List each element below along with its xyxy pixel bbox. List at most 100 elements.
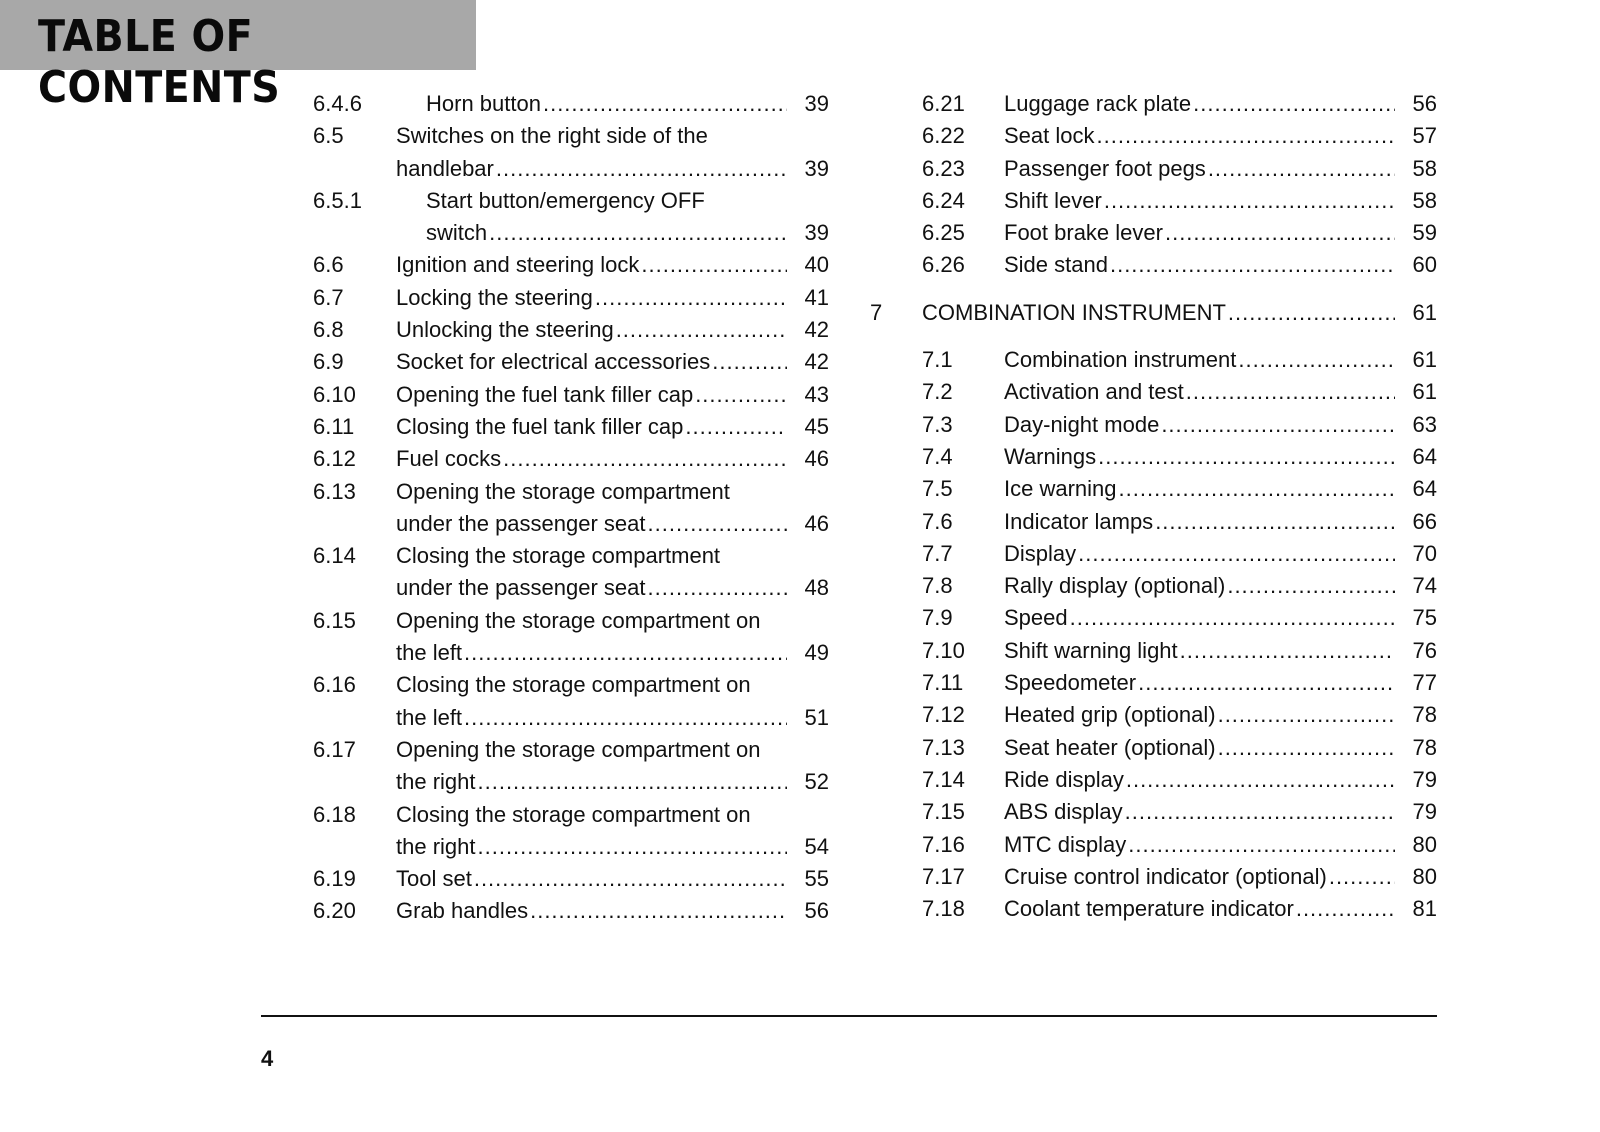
toc-entry[interactable]: 6.12 Fuel cocks 46 (313, 443, 829, 475)
page-reference[interactable]: 74 (1412, 573, 1437, 599)
entry-title-text: Shift warning light (1004, 637, 1178, 663)
page-reference[interactable]: 39 (804, 220, 829, 246)
toc-entry[interactable]: 7.4 Warnings 64 (870, 441, 1437, 473)
toc-entry[interactable]: 7.16 MTC display 80 (870, 829, 1437, 861)
page-reference[interactable]: 61 (1412, 299, 1437, 325)
entry-title: ABS display (1004, 796, 1395, 828)
page-reference[interactable]: 70 (1412, 540, 1437, 566)
toc-entry[interactable]: 7.18 Coolant temperature indicator 81 (870, 893, 1437, 925)
page-reference[interactable]: 76 (1412, 637, 1437, 663)
toc-entry[interactable]: 6.24 Shift lever 58 (870, 185, 1437, 217)
toc-entry[interactable]: 6.11 Closing the fuel tank filler cap 45 (313, 411, 829, 443)
page-reference[interactable]: 49 (804, 640, 829, 666)
toc-entry[interactable]: 6.8 Unlocking the steering 42 (313, 314, 829, 346)
toc-line: 6.25 Foot brake lever 59 (870, 217, 1437, 249)
page-reference[interactable]: 46 (804, 510, 829, 536)
page-reference[interactable]: 56 (1412, 91, 1437, 116)
entry-title-text: the right (396, 769, 476, 795)
page-reference[interactable]: 59 (1412, 220, 1437, 246)
page-reference[interactable]: 58 (1412, 155, 1437, 181)
dot-leader (1228, 297, 1395, 329)
toc-entry[interactable]: 6.18 Closing the storage compartment on th… (313, 799, 829, 864)
toc-entry[interactable]: 7 COMBINATION INSTRUMENT 61 (870, 297, 1437, 329)
toc-entry[interactable]: 7.5 Ice warning 64 (870, 473, 1437, 505)
toc-line: 7.15 ABS display 79 (870, 796, 1437, 828)
toc-entry[interactable]: 7.3 Day-night mode 63 (870, 409, 1437, 441)
toc-entry[interactable]: 6.21 Luggage rack plate 56 (870, 88, 1437, 120)
toc-entry[interactable]: 7.7 Display 70 (870, 538, 1437, 570)
entry-title-text: Indicator lamps (1004, 508, 1154, 534)
toc-entry[interactable]: 7.1 Combination instrument 61 (870, 344, 1437, 376)
toc-entry[interactable]: 6.22 Seat lock 57 (870, 120, 1437, 152)
page-reference[interactable]: 80 (1412, 863, 1437, 889)
page-reference[interactable]: 42 (804, 349, 829, 375)
toc-entry[interactable]: 7.11 Speedometer 77 (870, 667, 1437, 699)
page-reference[interactable]: 78 (1412, 734, 1437, 760)
toc-entry[interactable]: 7.12 Heated grip (optional) 78 (870, 699, 1437, 731)
toc-entry[interactable]: 6.16 Closing the storage compartment on th… (313, 669, 829, 734)
page-reference[interactable]: 57 (1412, 123, 1437, 149)
toc-entry[interactable]: 6.20 Grab handles 56 (313, 895, 829, 927)
toc-entry[interactable]: 6.7 Locking the steering 41 (313, 282, 829, 314)
page-reference[interactable]: 78 (1412, 702, 1437, 728)
toc-entry[interactable]: 6.17 Opening the storage compartment on th… (313, 734, 829, 799)
page-reference[interactable]: 41 (804, 284, 829, 310)
page-reference[interactable]: 51 (804, 704, 829, 730)
toc-entry[interactable]: 7.10 Shift warning light 76 (870, 635, 1437, 667)
page-reference[interactable]: 61 (1412, 379, 1437, 405)
page-reference[interactable]: 63 (1412, 411, 1437, 437)
toc-entry[interactable]: 6.5.1 Start button/emergency OFF switch 39 (313, 185, 829, 250)
page-reference[interactable]: 64 (1412, 443, 1437, 469)
toc-entry[interactable]: 6.19 Tool set 55 (313, 863, 829, 895)
page-reference[interactable]: 45 (804, 413, 829, 439)
toc-entry[interactable]: 6.10 Opening the fuel tank filler cap 43 (313, 379, 829, 411)
toc-entry[interactable]: 7.13 Seat heater (optional) 78 (870, 732, 1437, 764)
dot-leader (543, 88, 787, 120)
page-reference[interactable]: 64 (1412, 476, 1437, 502)
page-reference[interactable]: 60 (1412, 252, 1437, 278)
toc-entry[interactable]: 6.14 Closing the storage compartment under… (313, 540, 829, 605)
page-reference[interactable]: 79 (1412, 766, 1437, 792)
toc-entry[interactable]: 6.6 Ignition and steering lock 40 (313, 249, 829, 281)
page-reference[interactable]: 55 (804, 866, 829, 892)
page-reference[interactable]: 43 (804, 381, 829, 407)
page-reference[interactable]: 75 (1412, 605, 1437, 631)
toc-entry[interactable]: 6.26 Side stand 60 (870, 249, 1437, 281)
toc-entry[interactable]: 7.6 Indicator lamps 66 (870, 506, 1437, 538)
entry-title: Ignition and steering lock (396, 249, 787, 281)
page-reference[interactable]: 52 (804, 769, 829, 795)
page-reference[interactable]: 56 (804, 898, 829, 924)
page-reference[interactable]: 54 (804, 833, 829, 859)
page-reference[interactable]: 66 (1412, 508, 1437, 534)
page-reference[interactable]: 77 (1412, 670, 1437, 696)
dot-leader (616, 314, 787, 346)
toc-entry[interactable]: 6.4.6 Horn button 39 (313, 88, 829, 120)
toc-entry[interactable]: 6.9 Socket for electrical accessories 42 (313, 346, 829, 378)
toc-entry[interactable]: 7.14 Ride display 79 (870, 764, 1437, 796)
toc-entry[interactable]: 6.25 Foot brake lever 59 (870, 217, 1437, 249)
toc-entry[interactable]: 6.15 Opening the storage compartment on th… (313, 605, 829, 670)
toc-entry[interactable]: 7.17 Cruise control indicator (optional) 8… (870, 861, 1437, 893)
toc-entry[interactable]: 6.5 Switches on the right side of the hand… (313, 120, 829, 185)
page-reference[interactable]: 39 (804, 91, 829, 116)
toc-entry[interactable]: 6.23 Passenger foot pegs 58 (870, 153, 1437, 185)
page-reference[interactable]: 61 (1412, 347, 1437, 373)
toc-entry[interactable]: 6.13 Opening the storage compartment under… (313, 476, 829, 541)
page-reference[interactable]: 46 (804, 446, 829, 472)
entry-title: Ice warning (1004, 473, 1395, 505)
toc-entry[interactable]: 7.8 Rally display (optional) 74 (870, 570, 1437, 602)
entry-title: Closing the storage compartment (396, 540, 787, 572)
page-reference[interactable]: 39 (804, 155, 829, 181)
entry-title: Foot brake lever (1004, 217, 1395, 249)
toc-entry[interactable]: 7.2 Activation and test 61 (870, 376, 1437, 408)
page-reference[interactable]: 42 (804, 317, 829, 343)
page-reference[interactable]: 79 (1412, 799, 1437, 825)
page-reference[interactable]: 80 (1412, 831, 1437, 857)
page-reference[interactable]: 81 (1412, 896, 1437, 922)
page-reference[interactable]: 40 (804, 252, 829, 278)
toc-entry[interactable]: 7.9 Speed 75 (870, 602, 1437, 634)
dot-leader (1138, 667, 1395, 699)
page-reference[interactable]: 48 (804, 575, 829, 601)
page-reference[interactable]: 58 (1412, 187, 1437, 213)
toc-entry[interactable]: 7.15 ABS display 79 (870, 796, 1437, 828)
